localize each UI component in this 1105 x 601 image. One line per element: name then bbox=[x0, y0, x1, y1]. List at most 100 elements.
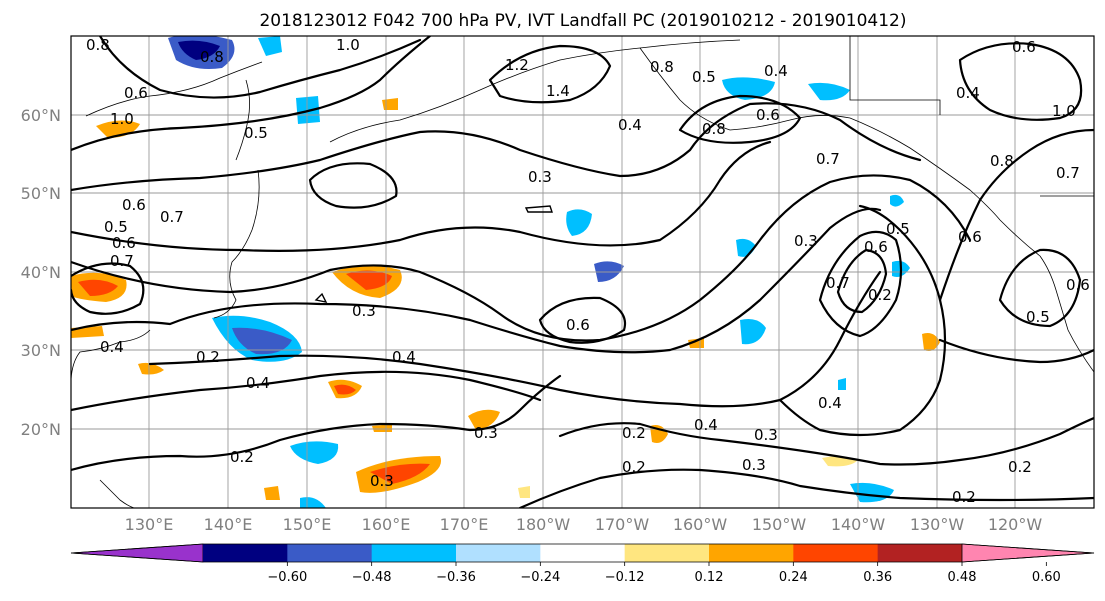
colorbar-tick-label: 0.24 bbox=[779, 570, 808, 585]
map-panel: 0.8 1.0 0.8 1.2 1.4 0.8 0.5 0.4 0.6 0.7 … bbox=[70, 35, 1095, 509]
coastline-bering-aleutians bbox=[329, 39, 741, 143]
figure-title: 2018123012 F042 700 hPa PV, IVT Landfall… bbox=[259, 11, 906, 31]
colorbar-tick-label: −0.12 bbox=[605, 570, 645, 585]
lon-label: 160°E bbox=[362, 515, 411, 534]
pv-contour-closed bbox=[836, 248, 888, 314]
colorbar-segment bbox=[709, 544, 794, 562]
contour-label: 0.3 bbox=[352, 302, 376, 320]
contour-label: 0.2 bbox=[196, 348, 220, 366]
contour-label: 0.2 bbox=[1008, 458, 1032, 476]
colorbar-segment bbox=[877, 544, 963, 562]
colorbar-tick-label: −0.36 bbox=[436, 570, 476, 585]
pv-contour-closed bbox=[958, 42, 1083, 121]
contour-label: 0.3 bbox=[754, 426, 778, 444]
shade-neg-patch bbox=[178, 40, 220, 60]
colorbar-segment bbox=[540, 544, 626, 562]
contour-label: 0.2 bbox=[622, 424, 646, 442]
pv-contour bbox=[938, 338, 1094, 364]
colorbar: −0.60 −0.48 −0.36 −0.24 −0.12 0.12 0.24 0.36 0.4… bbox=[70, 543, 1095, 585]
contour-label: 0.2 bbox=[622, 458, 646, 476]
shade-pos-patch bbox=[370, 463, 430, 484]
lat-label: 30°N bbox=[21, 341, 61, 360]
contour-label: 0.6 bbox=[122, 196, 146, 214]
pv-contour bbox=[558, 416, 1094, 466]
colorbar-segment bbox=[287, 544, 373, 562]
contour-label: 0.4 bbox=[956, 84, 980, 102]
lon-label: 180°W bbox=[516, 515, 571, 534]
coastline-north-america bbox=[999, 219, 1094, 373]
contour-label: 0.5 bbox=[886, 220, 910, 238]
shade-pos-patch bbox=[372, 424, 392, 432]
contour-labels: 0.8 1.0 0.8 1.2 1.4 0.8 0.5 0.4 0.6 0.7 … bbox=[86, 36, 1090, 506]
lat-label: 20°N bbox=[21, 420, 61, 439]
contour-label: 0.7 bbox=[816, 150, 840, 168]
pv-contour bbox=[71, 262, 145, 315]
pv-contours bbox=[71, 36, 1094, 508]
lat-label: 60°N bbox=[21, 106, 61, 125]
pv-contour bbox=[71, 370, 542, 412]
contour-label: 0.3 bbox=[528, 168, 552, 186]
coastline-siberia bbox=[85, 61, 263, 117]
pv-contour-closed bbox=[524, 205, 553, 213]
pv-contour-closed bbox=[998, 248, 1082, 328]
contour-label: 0.4 bbox=[100, 338, 124, 356]
colorbar-tick-label: −0.60 bbox=[267, 570, 307, 585]
contour-label: 1.2 bbox=[505, 56, 529, 74]
lat-label: 50°N bbox=[21, 184, 61, 203]
coastline-alaska bbox=[639, 47, 1001, 221]
contour-label: 0.6 bbox=[124, 84, 148, 102]
lon-label: 150°W bbox=[752, 515, 807, 534]
lat-label: 40°N bbox=[21, 263, 61, 282]
colorbar-segment bbox=[371, 544, 457, 562]
coastline-kamchatka bbox=[235, 79, 250, 161]
contour-label: 0.7 bbox=[826, 274, 850, 292]
contour-label: 0.8 bbox=[86, 36, 110, 54]
lon-label: 130°E bbox=[125, 515, 174, 534]
lon-label: 170°W bbox=[595, 515, 650, 534]
pv-contour bbox=[98, 36, 422, 99]
contour-label: 0.5 bbox=[1026, 308, 1050, 326]
lon-label: 140°W bbox=[831, 515, 886, 534]
shade-neg-patch bbox=[290, 441, 339, 464]
shade-pos-patch bbox=[518, 486, 530, 498]
pv-contour-closed bbox=[678, 94, 802, 144]
colorbar-tick-label: 0.12 bbox=[695, 570, 724, 585]
contour-label: 1.0 bbox=[1052, 102, 1076, 120]
contour-label: 0.4 bbox=[392, 348, 416, 366]
contour-label: 0.7 bbox=[160, 208, 184, 226]
contour-label: 0.6 bbox=[1066, 276, 1090, 294]
pv-contour-closed bbox=[314, 292, 328, 303]
contour-label: 0.3 bbox=[742, 456, 766, 474]
shading-layer bbox=[71, 36, 940, 508]
contour-label: 0.3 bbox=[370, 472, 394, 490]
shade-pos-patch bbox=[346, 270, 392, 290]
boundary-canada bbox=[849, 36, 941, 115]
lon-label: 140°E bbox=[204, 515, 253, 534]
pv-contour bbox=[71, 374, 562, 472]
colorbar-tick-label: 0.60 bbox=[1032, 570, 1061, 585]
pv-contour bbox=[71, 102, 922, 192]
colorbar-extend-high bbox=[961, 543, 1095, 563]
colorbar-tick-label: 0.48 bbox=[948, 570, 977, 585]
colorbar-segment bbox=[793, 544, 879, 562]
shade-neg-patch bbox=[258, 36, 282, 56]
lon-label: 160°W bbox=[673, 515, 728, 534]
pv-contour-closed bbox=[308, 162, 398, 209]
shade-neg-patch bbox=[740, 319, 766, 345]
colorbar-outline bbox=[70, 543, 1095, 563]
contour-label: 0.3 bbox=[474, 424, 498, 442]
shade-pos-patch bbox=[382, 98, 398, 110]
contour-label: 1.0 bbox=[336, 36, 360, 54]
contour-label: 0.7 bbox=[110, 252, 134, 270]
shade-neg-patch bbox=[838, 378, 846, 390]
contour-label: 0.8 bbox=[200, 48, 224, 66]
lon-label: 150°E bbox=[283, 515, 332, 534]
latitude-labels: 60°N 50°N 40°N 30°N 20°N bbox=[21, 106, 61, 439]
pv-contour bbox=[778, 204, 947, 437]
contour-label: 0.2 bbox=[868, 286, 892, 304]
colorbar-segment bbox=[624, 544, 710, 562]
shade-neg-patch bbox=[808, 82, 850, 101]
contour-label: 0.8 bbox=[990, 152, 1014, 170]
contour-label: 0.8 bbox=[650, 58, 674, 76]
shade-pos-patch bbox=[334, 384, 356, 395]
